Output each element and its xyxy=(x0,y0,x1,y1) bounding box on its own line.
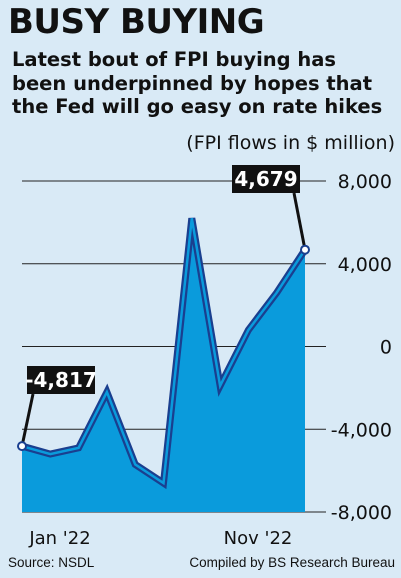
y-tick-label: -4,000 xyxy=(331,419,392,441)
callout-label: 4,679 xyxy=(234,167,297,191)
unit-label: (FPI flows in $ million) xyxy=(186,132,395,154)
callout-pointer xyxy=(292,192,307,250)
y-tick-label: -8,000 xyxy=(331,502,392,524)
callout-box xyxy=(27,366,95,394)
source-note: Source: NSDL xyxy=(8,555,95,570)
y-tick-label: 8,000 xyxy=(338,171,392,193)
compiled-note: Compiled by BS Research Bureau xyxy=(189,555,395,570)
area-fill xyxy=(22,218,305,513)
callout-pointer xyxy=(20,393,35,447)
highlight-point xyxy=(300,244,310,255)
callout-label: -4,817 xyxy=(25,368,97,392)
chart-title: BUSY BUYING xyxy=(8,2,265,42)
y-tick-label: 4,000 xyxy=(338,254,392,276)
x-tick-label: Jan '22 xyxy=(28,528,90,549)
x-tick-label: Nov '22 xyxy=(224,528,293,549)
chart-subtitle: Latest bout of FPI buying has been under… xyxy=(12,48,383,118)
series-line xyxy=(21,218,307,486)
y-tick-label: 0 xyxy=(380,337,392,359)
callout-box xyxy=(232,165,300,193)
highlight-point xyxy=(17,441,27,452)
